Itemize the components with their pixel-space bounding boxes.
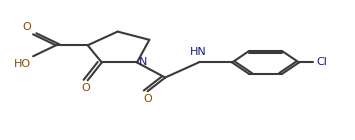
Text: Cl: Cl [317, 57, 328, 67]
Text: O: O [82, 83, 90, 93]
Text: N: N [139, 57, 147, 67]
Text: O: O [23, 22, 31, 32]
Text: HN: HN [190, 47, 207, 57]
Text: HO: HO [14, 59, 31, 69]
Text: O: O [143, 94, 152, 104]
